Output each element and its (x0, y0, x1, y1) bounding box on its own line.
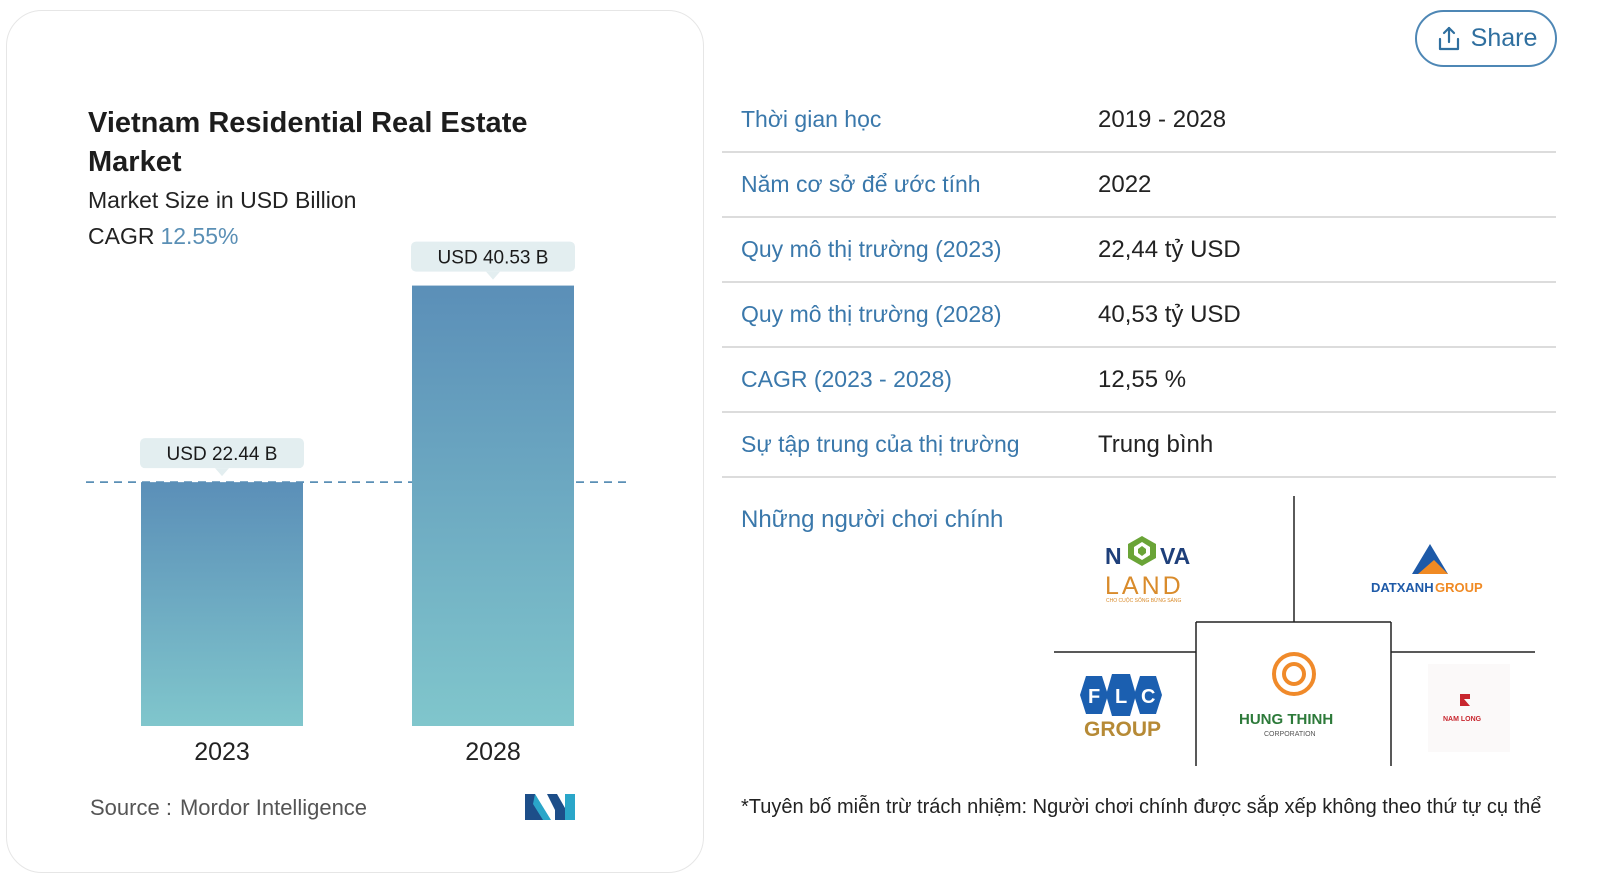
x-tick-label: 2028 (465, 738, 521, 766)
hungthinh-logo: HUNG THINH CORPORATION (1239, 652, 1333, 738)
namlong-name: NAM LONG (1443, 716, 1482, 723)
chart-subtitle: Market Size in USD Billion (88, 187, 357, 213)
novaland-tagline: CHO CUỘC SỐNG BỪNG SÁNG (1106, 597, 1181, 604)
row-label: Thời gian học (741, 106, 882, 132)
namlong-logo: NAM LONG (1428, 664, 1510, 752)
cagr-value: 12.55% (160, 223, 239, 249)
flc-letter-c: C (1141, 686, 1155, 708)
source-line: Source : Mordor Intelligence (90, 795, 367, 821)
novaland-gem-icon (1128, 536, 1156, 566)
datxanh-logo: DATXANH GROUP (1371, 544, 1483, 595)
table-row: Năm cơ sở để ước tính 2022 (722, 153, 1556, 218)
disclaimer: *Tuyên bố miễn trừ trách nhiệm: Người ch… (741, 796, 1542, 818)
row-value: 2022 (1098, 171, 1152, 198)
table-row: Sự tập trung của thị trường Trung bình (722, 413, 1556, 478)
key-players-label: Những người chơi chính (741, 506, 1004, 533)
cagr-label: CAGR (88, 223, 155, 249)
flc-logo: F L C GROUP (1080, 674, 1162, 741)
table-row: Quy mô thị trường (2023) 22,44 tỷ USD (722, 218, 1556, 283)
table-row: Quy mô thị trường (2028) 40,53 tỷ USD (722, 283, 1556, 348)
chart-card (6, 10, 704, 873)
row-label: Quy mô thị trường (2023) (741, 236, 1002, 262)
x-tick-label: 2023 (194, 738, 250, 766)
hungthinh-sub: CORPORATION (1264, 731, 1316, 738)
source-name: Mordor Intelligence (179, 795, 368, 820)
data-label: USD 22.44 B (167, 444, 278, 465)
row-value: 12,55 % (1098, 366, 1187, 393)
table-row: CAGR (2023 - 2028) 12,55 % (722, 348, 1556, 413)
data-label-pointer (215, 468, 229, 477)
data-label-bg (140, 438, 304, 469)
datxanh-name-right: GROUP (1435, 580, 1483, 595)
novaland-top-left: N (1105, 543, 1122, 569)
source-label: Source : (90, 795, 172, 820)
row-value: 22,44 tỷ USD (1098, 236, 1241, 263)
row-label: Sự tập trung của thị trường (741, 431, 1020, 457)
row-label: Quy mô thị trường (2028) (741, 301, 1002, 327)
novaland-logo: N VA LAND CHO CUỘC SỐNG BỪNG SÁNG (1105, 536, 1190, 604)
cagr-line: CAGR 12.55% (88, 223, 238, 250)
flc-bottom: GROUP (1084, 718, 1161, 741)
datxanh-name-left: DATXANH (1371, 580, 1434, 595)
data-label: USD 40.53 B (438, 248, 549, 269)
flc-letter-l: L (1115, 686, 1127, 708)
row-value: Trung bình (1098, 431, 1214, 458)
novaland-top-right: VA (1160, 543, 1190, 569)
data-label-pointer (486, 271, 500, 280)
row-label: Năm cơ sở để ước tính (741, 171, 981, 197)
bar-chart: USD 22.44 B 2023 USD 40.53 B 2028 (86, 241, 630, 766)
row-value: 2019 - 2028 (1098, 106, 1227, 133)
hungthinh-name: HUNG THINH (1239, 711, 1333, 728)
data-label-bg (411, 241, 575, 272)
chart-title: Vietnam Residential Real Estate Market (88, 107, 528, 178)
mordor-logo-icon (525, 794, 575, 820)
table-row: Thời gian học 2019 - 2028 (722, 88, 1556, 153)
share-icon (1438, 26, 1459, 50)
row-value: 40,53 tỷ USD (1098, 301, 1241, 328)
share-button[interactable]: Share (1415, 10, 1557, 67)
logo-grid-lines (1054, 496, 1535, 766)
key-players-logos: N VA LAND CHO CUỘC SỐNG BỪNG SÁNG DATXAN… (1054, 496, 1535, 766)
market-info-table: Thời gian học 2019 - 2028 Năm cơ sở để ư… (722, 88, 1556, 478)
flc-letter-f: F (1088, 686, 1100, 708)
bar-2023 (141, 482, 303, 726)
share-label: Share (1470, 24, 1538, 52)
bar-2028 (412, 285, 574, 726)
row-label: CAGR (2023 - 2028) (741, 366, 952, 392)
novaland-bottom: LAND (1105, 572, 1184, 600)
hungthinh-flower-icon (1272, 652, 1316, 696)
namlong-mark-icon (1460, 694, 1470, 706)
